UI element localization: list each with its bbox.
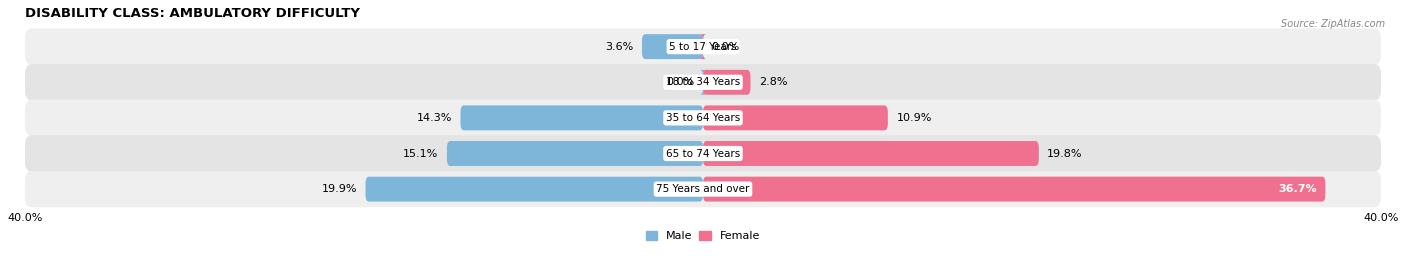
FancyBboxPatch shape — [24, 64, 1382, 100]
Text: 15.1%: 15.1% — [404, 148, 439, 158]
Text: 19.8%: 19.8% — [1047, 148, 1083, 158]
Text: 65 to 74 Years: 65 to 74 Years — [666, 148, 740, 158]
Text: 0.0%: 0.0% — [711, 42, 740, 52]
FancyBboxPatch shape — [366, 177, 703, 202]
Text: 36.7%: 36.7% — [1278, 184, 1317, 194]
FancyBboxPatch shape — [703, 141, 1039, 166]
FancyBboxPatch shape — [24, 171, 1382, 207]
FancyBboxPatch shape — [643, 34, 703, 59]
Text: 0.0%: 0.0% — [666, 77, 695, 87]
Text: 10.9%: 10.9% — [897, 113, 932, 123]
FancyBboxPatch shape — [700, 70, 706, 95]
FancyBboxPatch shape — [700, 34, 706, 59]
Text: Source: ZipAtlas.com: Source: ZipAtlas.com — [1281, 19, 1385, 29]
FancyBboxPatch shape — [24, 100, 1382, 136]
Legend: Male, Female: Male, Female — [641, 226, 765, 246]
Text: 5 to 17 Years: 5 to 17 Years — [669, 42, 737, 52]
FancyBboxPatch shape — [24, 28, 1382, 65]
Text: 14.3%: 14.3% — [416, 113, 451, 123]
FancyBboxPatch shape — [24, 135, 1382, 172]
FancyBboxPatch shape — [703, 105, 887, 130]
Text: 18 to 34 Years: 18 to 34 Years — [666, 77, 740, 87]
FancyBboxPatch shape — [461, 105, 703, 130]
FancyBboxPatch shape — [447, 141, 703, 166]
FancyBboxPatch shape — [703, 177, 1326, 202]
Text: 75 Years and over: 75 Years and over — [657, 184, 749, 194]
Text: 3.6%: 3.6% — [605, 42, 634, 52]
Text: DISABILITY CLASS: AMBULATORY DIFFICULTY: DISABILITY CLASS: AMBULATORY DIFFICULTY — [25, 7, 360, 20]
Text: 19.9%: 19.9% — [322, 184, 357, 194]
Text: 35 to 64 Years: 35 to 64 Years — [666, 113, 740, 123]
FancyBboxPatch shape — [703, 70, 751, 95]
Text: 2.8%: 2.8% — [759, 77, 787, 87]
